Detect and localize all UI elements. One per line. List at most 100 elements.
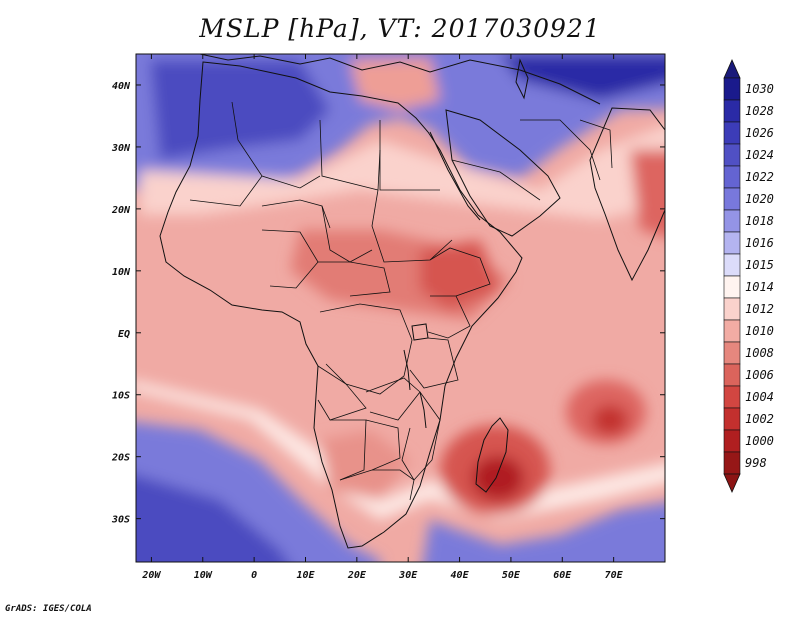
- mediterranean-low: [350, 58, 440, 110]
- colorbar-swatch: [723, 99, 741, 123]
- lat-tick-label: 20N: [111, 205, 131, 216]
- colorbar-swatch: [723, 253, 741, 277]
- colorbar-label: 1004: [745, 390, 774, 404]
- colorbar: 1030 1028 1026 1024 1022 1020 1018 1016 1015 1014…: [723, 59, 774, 493]
- colorbar-top-arrow: [723, 59, 741, 79]
- border-chad: [321, 205, 373, 263]
- latitude-axis: 40N 30N 20N 10N EQ 10S 20S 30S: [111, 81, 665, 526]
- arabia-coastline: [445, 109, 561, 237]
- country-borders: [189, 101, 613, 501]
- colorbar-swatch: [723, 385, 741, 409]
- colorbar-label: 998: [745, 456, 767, 470]
- colorbar-swatch: [723, 187, 741, 211]
- colorbar-swatch: [723, 407, 741, 431]
- colorbar-swatch: [723, 429, 741, 453]
- border-namibia: [330, 419, 367, 481]
- colorbar-swatch: [723, 341, 741, 365]
- colorbar-label: 1020: [745, 192, 774, 206]
- colorbar-swatch: [723, 143, 741, 167]
- border-kenya: [427, 295, 471, 339]
- north-fringe: [140, 125, 665, 220]
- colorbar-swatch: [723, 231, 741, 255]
- border-libya: [319, 119, 381, 191]
- lon-tick-label: 10W: [194, 570, 213, 581]
- africa-coastline: [159, 61, 523, 549]
- map-title: MSLP [hPa], VT: 2017030921: [199, 14, 601, 43]
- colorbar-swatch: [723, 121, 741, 145]
- southern-africa-trough: [320, 430, 410, 500]
- lat-tick-label: 40N: [112, 81, 131, 92]
- lat-tick-label: 30N: [111, 143, 131, 154]
- colorbar-label: 1015: [745, 258, 774, 272]
- colorbar-label: 1002: [745, 412, 774, 426]
- south-high-region-east: [423, 502, 665, 562]
- asia-high-core: [500, 54, 665, 100]
- south-high-core: [136, 474, 288, 562]
- north-high-core: [150, 60, 330, 160]
- border-south-africa: [339, 469, 415, 501]
- border-botswana: [365, 419, 401, 471]
- border-angola: [317, 365, 367, 421]
- lon-tick-label: 40E: [451, 570, 470, 581]
- border-tanzania: [409, 337, 459, 389]
- longitude-axis: 20W 10W 0 10E 20E 30E 40E 50E 60E 70E: [141, 54, 624, 581]
- colorbar-label: 1014: [745, 280, 774, 294]
- border-iran: [520, 119, 601, 181]
- colorbar-label: 1016: [745, 236, 774, 250]
- red-sea: [429, 131, 481, 221]
- colorbar-label: 1018: [745, 214, 774, 228]
- lake-malawi: [419, 391, 427, 429]
- colorbar-label: 1030: [745, 82, 774, 96]
- border-mozambique: [401, 391, 441, 481]
- pressure-field: [136, 54, 665, 562]
- lat-tick-label: EQ: [118, 329, 130, 340]
- border-pakistan: [579, 119, 613, 169]
- colorbar-label: 1006: [745, 368, 774, 382]
- border-car: [318, 261, 391, 297]
- madagascar-low-core: [472, 456, 524, 500]
- europe-coastline: [199, 54, 601, 105]
- border-sudan: [371, 189, 453, 263]
- lon-tick-label: 70E: [605, 570, 624, 581]
- colorbar-swatch: [723, 275, 741, 299]
- indian-ocean-low-core: [592, 405, 628, 435]
- border-niger: [261, 199, 331, 229]
- lat-tick-label: 20S: [111, 453, 130, 464]
- lat-tick-label: 10N: [112, 267, 131, 278]
- lon-tick-label: 20E: [347, 570, 367, 581]
- lake-tanganyika: [403, 349, 411, 391]
- caspian-sea: [515, 58, 529, 100]
- colorbar-label: 1026: [745, 126, 774, 140]
- colorbar-label: 1028: [745, 104, 774, 118]
- colorbar-bottom-arrow: [723, 473, 741, 493]
- border-egypt: [379, 120, 440, 191]
- lon-tick-label: 50E: [502, 570, 521, 581]
- border-drc: [319, 303, 413, 395]
- grads-credit: GrADS: IGES/COLA: [5, 604, 92, 614]
- colorbar-swatch: [723, 165, 741, 189]
- border-ethiopia: [429, 247, 491, 297]
- colorbar-label: 1008: [745, 346, 774, 360]
- coastlines: [159, 54, 665, 549]
- border-mali: [189, 175, 263, 207]
- south-fringe: [136, 381, 665, 520]
- border-saudi: [451, 159, 541, 201]
- colorbar-label: 1024: [745, 148, 774, 162]
- map-frame: [135, 53, 666, 563]
- colorbar-swatch: [723, 297, 741, 321]
- lon-tick-label: 30E: [398, 570, 418, 581]
- east-africa-trough: [420, 240, 500, 310]
- colorbar-swatch: [723, 319, 741, 343]
- lon-tick-label: 20W: [141, 570, 161, 581]
- india-trough: [630, 150, 665, 237]
- colorbar-label: 1022: [745, 170, 774, 184]
- india-coastline: [589, 107, 665, 282]
- madagascar-coastline: [475, 417, 509, 493]
- colorbar-swatch: [723, 451, 741, 475]
- lon-tick-label: 0: [251, 570, 257, 581]
- colorbar-label: 1000: [745, 434, 774, 448]
- colorbar-label: 1010: [745, 324, 774, 338]
- lon-tick-label: 60E: [553, 570, 572, 581]
- colorbar-swatch: [723, 77, 741, 101]
